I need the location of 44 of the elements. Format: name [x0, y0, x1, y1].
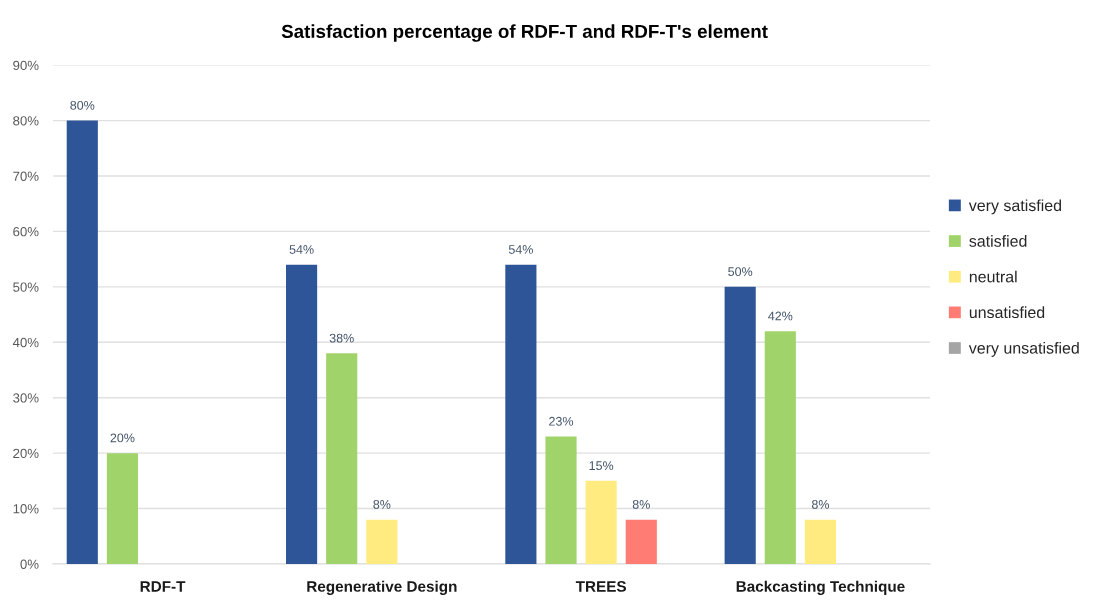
data-label: 15%: [589, 461, 614, 471]
bar: [764, 331, 796, 564]
data-label: 8%: [811, 499, 830, 509]
y-tick-label: 50%: [13, 282, 39, 292]
data-label: 8%: [373, 499, 391, 509]
y-tick-label: 40%: [12, 337, 39, 348]
data-label: 42%: [768, 311, 793, 321]
data-label: 54%: [508, 245, 533, 254]
data-label: 54%: [289, 245, 314, 254]
bar: [326, 353, 358, 564]
x-tick-label: RDF-T: [140, 581, 186, 592]
x-tick-label: TREES: [575, 581, 627, 592]
bar: [505, 264, 537, 564]
data-label: 20%: [110, 433, 135, 443]
data-label: 50%: [728, 267, 753, 277]
y-tick-label: 20%: [13, 448, 39, 459]
bar: [625, 519, 657, 564]
data-label: 80%: [70, 100, 95, 110]
legend-label: very unsatisfied: [968, 342, 1079, 357]
bar: [106, 453, 138, 564]
x-tick-label: Regenerative Design: [307, 580, 457, 595]
bar: [724, 286, 756, 564]
legend-label: satisfied: [969, 235, 1027, 247]
y-tick-label: 0%: [20, 559, 39, 569]
chart-title: Satisfaction percentage of RDF-T and RDF-T's element: [281, 24, 768, 42]
data-label: 23%: [549, 416, 574, 426]
y-tick-label: 70%: [13, 171, 39, 181]
bar: [366, 519, 398, 564]
y-tick-label: 60%: [13, 226, 39, 237]
bar: [545, 436, 577, 564]
y-tick-label: 10%: [13, 504, 39, 514]
bar: [66, 120, 98, 564]
data-label: 8%: [632, 499, 650, 509]
y-tick-label: 30%: [13, 393, 39, 403]
y-tick-label: 90%: [13, 60, 39, 71]
legend-label: neutral: [969, 270, 1017, 283]
x-tick-label: Backcasting Technique: [736, 580, 905, 595]
data-label: 38%: [329, 333, 354, 343]
legend-label: unsatisfied: [969, 306, 1045, 319]
bar: [804, 519, 837, 564]
legend-label: very satisfied: [968, 199, 1061, 215]
bar: [585, 480, 617, 564]
bar: [286, 264, 318, 564]
y-tick-label: 80%: [13, 116, 39, 126]
